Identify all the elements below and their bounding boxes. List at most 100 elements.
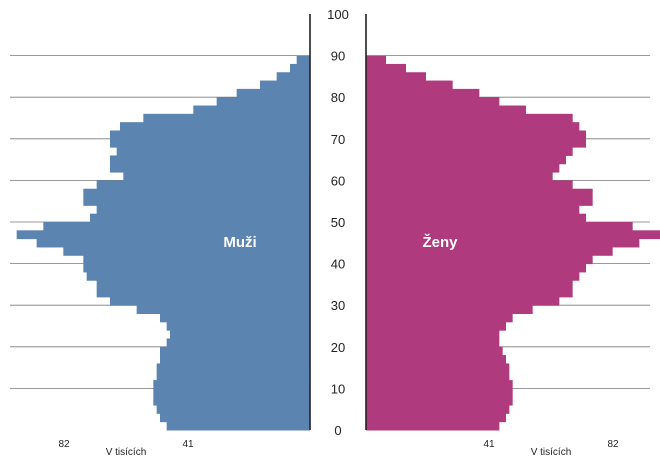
bar-female-age-84 — [366, 72, 426, 82]
bar-female-age-2 — [366, 413, 506, 423]
bar-male-age-72 — [120, 122, 310, 131]
bar-male-age-64 — [110, 155, 310, 165]
x-tick-left-1: 41 — [182, 439, 194, 450]
bar-male-age-88 — [296, 55, 310, 65]
bar-female-age-40 — [366, 255, 593, 265]
bar-male-age-62 — [110, 163, 310, 173]
bar-female-age-82 — [366, 80, 453, 90]
bar-male-age-4 — [156, 405, 310, 414]
x-tick-right-1: 82 — [607, 439, 619, 450]
y-tick-70: 70 — [331, 132, 345, 147]
bar-female-age-18 — [366, 346, 503, 356]
x-tick-right-0: 41 — [483, 439, 495, 450]
y-tick-80: 80 — [331, 90, 345, 105]
bar-female-age-16 — [366, 355, 506, 364]
bar-male-age-46 — [16, 230, 311, 240]
bar-female-age-30 — [366, 296, 560, 306]
bar-female-age-6 — [366, 396, 513, 406]
bar-female-age-8 — [366, 388, 513, 398]
bar-male-age-58 — [96, 180, 311, 190]
y-tick-100: 100 — [327, 7, 349, 22]
bar-male-age-52 — [96, 205, 311, 215]
bar-female-age-86 — [366, 63, 406, 73]
bar-female-age-76 — [366, 105, 526, 115]
bar-female-age-88 — [366, 55, 386, 65]
bar-female-age-44 — [366, 238, 640, 248]
x-tick-labels: 82 41 V tisících 41 82 V tisících — [58, 439, 619, 456]
bar-male-age-76 — [193, 105, 310, 115]
bar-male-age-68 — [110, 138, 310, 148]
bar-male-age-70 — [110, 130, 310, 140]
bar-female-age-28 — [366, 305, 533, 315]
bar-male-age-20 — [166, 338, 310, 348]
y-tick-30: 30 — [331, 298, 345, 313]
bar-male-age-0 — [166, 421, 310, 431]
bars — [16, 55, 660, 431]
bar-female-age-54 — [366, 197, 593, 206]
bar-male-age-56 — [83, 188, 310, 198]
bar-male-age-10 — [153, 380, 310, 389]
bar-female-age-24 — [366, 321, 506, 331]
y-tick-10: 10 — [331, 381, 345, 396]
bar-male-age-34 — [96, 280, 311, 290]
bar-female-age-4 — [366, 405, 510, 414]
bar-female-age-70 — [366, 130, 586, 140]
bar-male-age-36 — [86, 271, 311, 281]
bar-male-age-60 — [123, 172, 310, 181]
bar-female-age-48 — [366, 222, 633, 231]
bar-male-age-50 — [90, 213, 310, 223]
bar-male-age-80 — [236, 88, 310, 98]
bar-female-age-0 — [366, 421, 500, 431]
bar-female-age-52 — [366, 205, 580, 215]
bar-female-age-38 — [366, 263, 586, 273]
bar-female-age-58 — [366, 180, 573, 190]
bar-female-age-56 — [366, 188, 593, 198]
bar-male-age-54 — [83, 197, 310, 206]
bar-male-age-66 — [116, 147, 311, 156]
bar-female-age-26 — [366, 313, 513, 323]
bar-male-age-74 — [143, 113, 310, 123]
bar-male-age-28 — [136, 305, 310, 315]
bar-female-age-50 — [366, 213, 586, 223]
bar-male-age-16 — [160, 355, 310, 364]
axes — [309, 14, 367, 430]
bar-male-age-84 — [276, 72, 310, 82]
bar-male-age-22 — [170, 330, 310, 339]
bar-male-age-12 — [156, 371, 310, 381]
x-unit-left: V tisících — [106, 447, 147, 456]
bar-male-age-32 — [96, 288, 311, 298]
y-tick-20: 20 — [331, 340, 345, 355]
bar-female-age-46 — [366, 230, 660, 240]
y-tick-40: 40 — [331, 257, 345, 272]
bar-female-age-68 — [366, 138, 586, 148]
bar-male-age-78 — [216, 97, 310, 107]
bar-female-age-78 — [366, 97, 500, 107]
bar-female-age-72 — [366, 122, 580, 131]
bar-female-age-12 — [366, 371, 510, 381]
bar-male-age-44 — [36, 238, 311, 248]
bar-male-age-30 — [110, 296, 310, 306]
bar-female-age-32 — [366, 288, 573, 298]
bar-female-age-80 — [366, 88, 480, 98]
bar-male-age-26 — [160, 313, 310, 323]
bar-female-age-20 — [366, 338, 500, 348]
series-label-female: Ženy — [422, 233, 458, 251]
y-tick-60: 60 — [331, 173, 345, 188]
bar-female-age-42 — [366, 246, 613, 256]
bar-male-age-86 — [290, 63, 310, 73]
bar-female-age-74 — [366, 113, 573, 123]
bar-male-age-18 — [160, 346, 310, 356]
bar-male-age-48 — [43, 222, 310, 231]
x-tick-left-0: 82 — [58, 439, 70, 450]
y-tick-labels: 0 10 20 30 40 50 60 70 80 90 100 — [327, 7, 349, 438]
bar-female-age-60 — [366, 172, 553, 181]
bar-male-age-82 — [260, 80, 310, 90]
y-tick-50: 50 — [331, 215, 345, 230]
bar-male-age-42 — [63, 246, 311, 256]
bar-male-age-8 — [153, 388, 310, 398]
bar-female-age-66 — [366, 147, 573, 156]
bar-male-age-14 — [156, 363, 310, 373]
bar-female-age-22 — [366, 330, 500, 339]
bar-female-age-62 — [366, 163, 560, 173]
